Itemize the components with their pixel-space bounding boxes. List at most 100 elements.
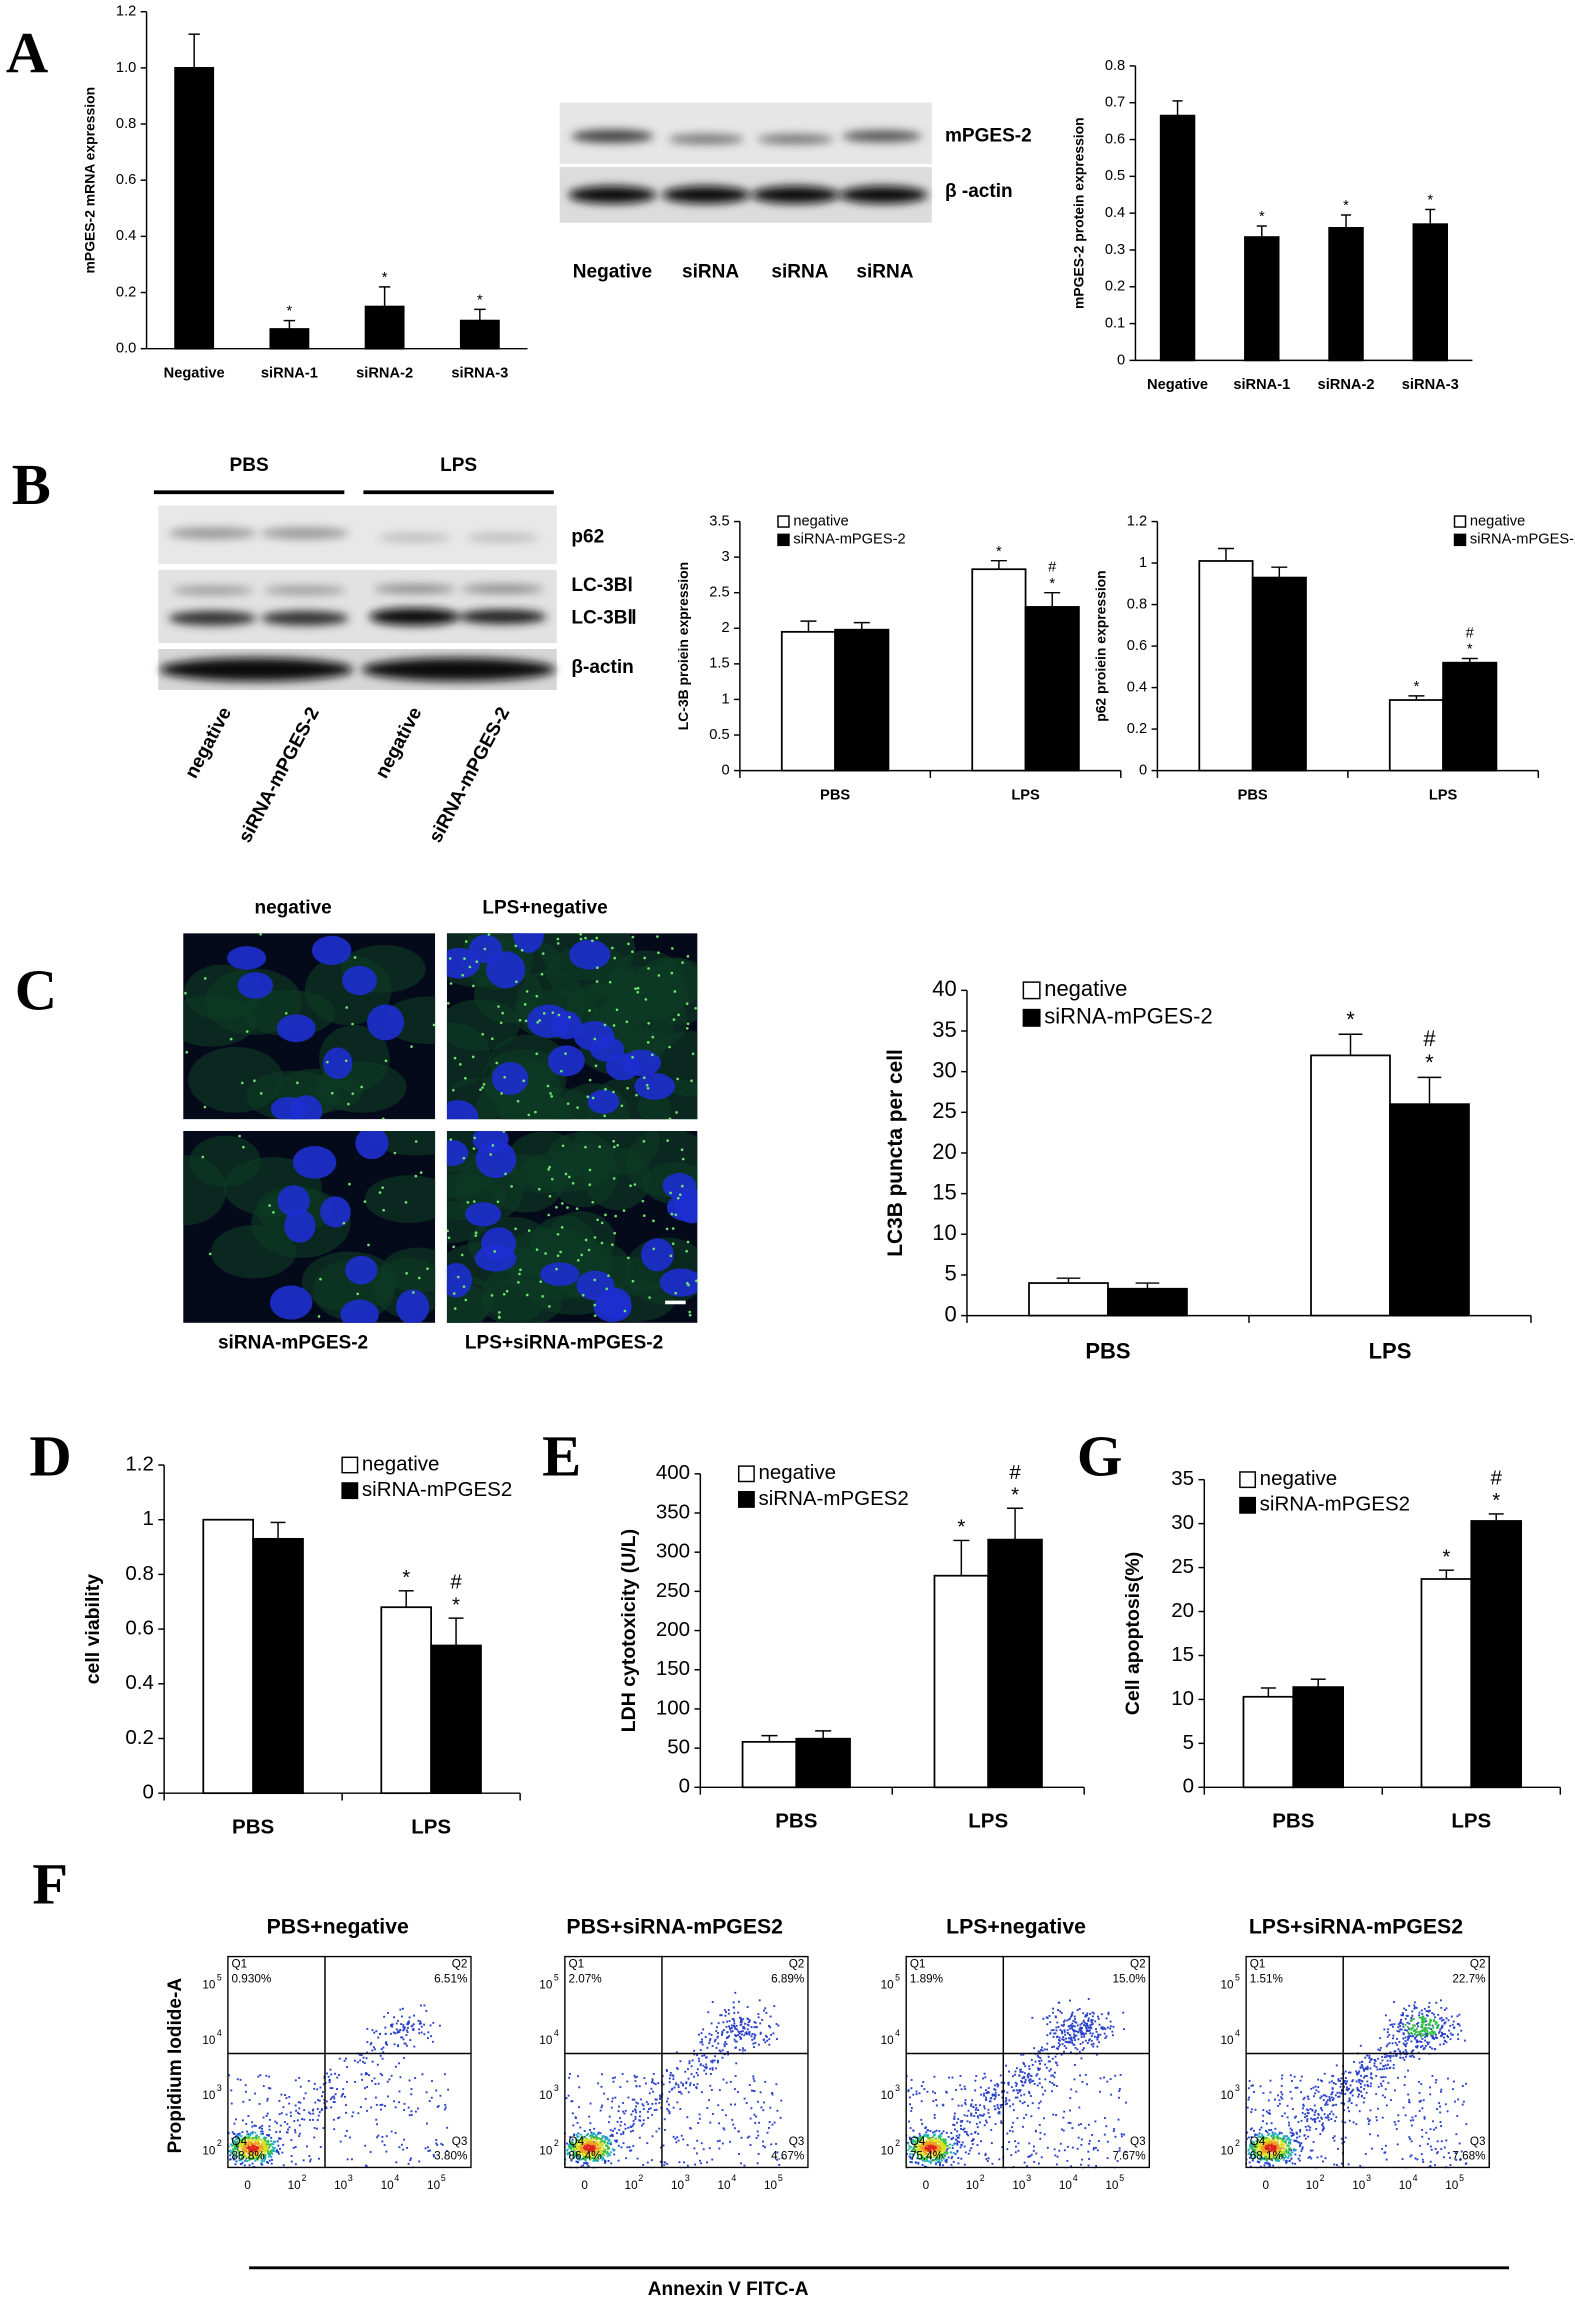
event	[1356, 2071, 1359, 2074]
event	[975, 2107, 978, 2109]
puncta	[535, 1052, 539, 1056]
event	[238, 2144, 241, 2146]
event	[1099, 2033, 1102, 2036]
event	[741, 2030, 744, 2033]
event	[1081, 2041, 1084, 2044]
event	[235, 2142, 237, 2145]
event	[1040, 2156, 1043, 2159]
event	[379, 2104, 382, 2106]
event	[403, 2028, 406, 2031]
nucleus	[513, 933, 544, 953]
event	[1375, 2093, 1378, 2096]
event	[1063, 2023, 1065, 2026]
event	[1112, 2034, 1114, 2037]
event	[1391, 2025, 1394, 2028]
puncta	[593, 1236, 597, 1239]
event	[732, 2123, 735, 2126]
flow-title: LPS+siRNA-mPGES2	[1249, 1915, 1463, 1939]
event	[984, 2152, 987, 2155]
event	[918, 2140, 920, 2143]
event	[255, 2137, 258, 2140]
event	[596, 2145, 599, 2148]
event	[956, 2150, 959, 2153]
event	[234, 2135, 237, 2138]
event	[273, 2140, 276, 2143]
bar	[1292, 1686, 1345, 1789]
event	[1088, 2158, 1091, 2160]
event	[929, 2149, 932, 2152]
event	[1355, 2080, 1358, 2083]
event	[734, 2026, 737, 2029]
event	[924, 2134, 927, 2137]
event	[1442, 2033, 1444, 2036]
event	[726, 2031, 729, 2034]
x-tick-sup: 3	[348, 2173, 353, 2183]
event	[1079, 2023, 1082, 2026]
event	[764, 2041, 767, 2044]
event	[740, 2019, 742, 2021]
event	[235, 2160, 238, 2163]
event	[996, 2085, 999, 2088]
event	[695, 2087, 698, 2090]
event	[963, 2127, 966, 2130]
puncta	[675, 1111, 678, 1114]
event	[634, 2109, 637, 2112]
event	[1312, 2086, 1315, 2089]
event	[933, 2116, 936, 2119]
event	[980, 2093, 983, 2096]
event	[1018, 2090, 1021, 2093]
event	[939, 2148, 942, 2151]
puncta	[647, 967, 650, 970]
event	[703, 2054, 706, 2057]
puncta	[613, 956, 616, 960]
event	[940, 2159, 943, 2162]
event	[244, 2090, 247, 2093]
event	[406, 2023, 409, 2026]
event	[572, 2146, 575, 2149]
event	[1345, 2088, 1348, 2091]
event	[589, 2128, 591, 2131]
event	[742, 2018, 745, 2021]
event	[1421, 2129, 1424, 2131]
event	[369, 2151, 372, 2153]
event	[907, 2149, 910, 2152]
puncta	[600, 1221, 604, 1225]
event	[944, 2138, 947, 2141]
event	[427, 2150, 430, 2153]
event	[269, 2087, 272, 2090]
event	[975, 2075, 978, 2077]
event	[1033, 2047, 1036, 2050]
event	[268, 2118, 271, 2121]
event	[580, 2165, 583, 2168]
event	[593, 2159, 596, 2162]
event	[273, 2147, 276, 2150]
event	[246, 2140, 249, 2143]
bar	[430, 1644, 482, 1795]
event	[1262, 2120, 1264, 2123]
event	[1373, 2062, 1376, 2065]
event	[581, 2135, 584, 2138]
event	[568, 2076, 571, 2079]
event	[1051, 2082, 1054, 2085]
event	[910, 2079, 913, 2081]
event	[698, 2113, 701, 2116]
event	[298, 2112, 301, 2115]
event	[956, 2143, 959, 2146]
event	[926, 2134, 929, 2137]
event	[922, 2145, 925, 2148]
event	[572, 2152, 575, 2155]
event	[974, 2131, 977, 2133]
event	[322, 2127, 325, 2129]
event	[1409, 2155, 1412, 2158]
event	[938, 2146, 941, 2149]
event	[919, 2134, 922, 2137]
event	[440, 2142, 443, 2145]
event	[1454, 2100, 1456, 2103]
event	[1395, 2128, 1398, 2131]
micrograph	[446, 1130, 698, 1323]
puncta	[363, 1200, 367, 1203]
event	[1287, 2121, 1290, 2124]
event	[635, 2111, 638, 2114]
event	[609, 2129, 612, 2132]
event	[1051, 2057, 1054, 2060]
